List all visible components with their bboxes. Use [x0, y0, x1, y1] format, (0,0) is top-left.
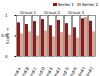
svg-text:Group 2: Group 2: [44, 10, 60, 15]
svg-text:Group 3: Group 3: [68, 10, 84, 15]
svg-text:0: 0: [5, 54, 8, 59]
svg-text:Score →: Score →: [5, 27, 10, 43]
svg-text:1: 1: [5, 13, 8, 18]
svg-text:Group 1: Group 1: [20, 10, 36, 15]
html-text:Series 2: Series 2: [81, 1, 98, 7]
svg-text:Cond J: Cond J: [83, 66, 94, 76]
html-text:Series 1: Series 1: [57, 1, 74, 7]
